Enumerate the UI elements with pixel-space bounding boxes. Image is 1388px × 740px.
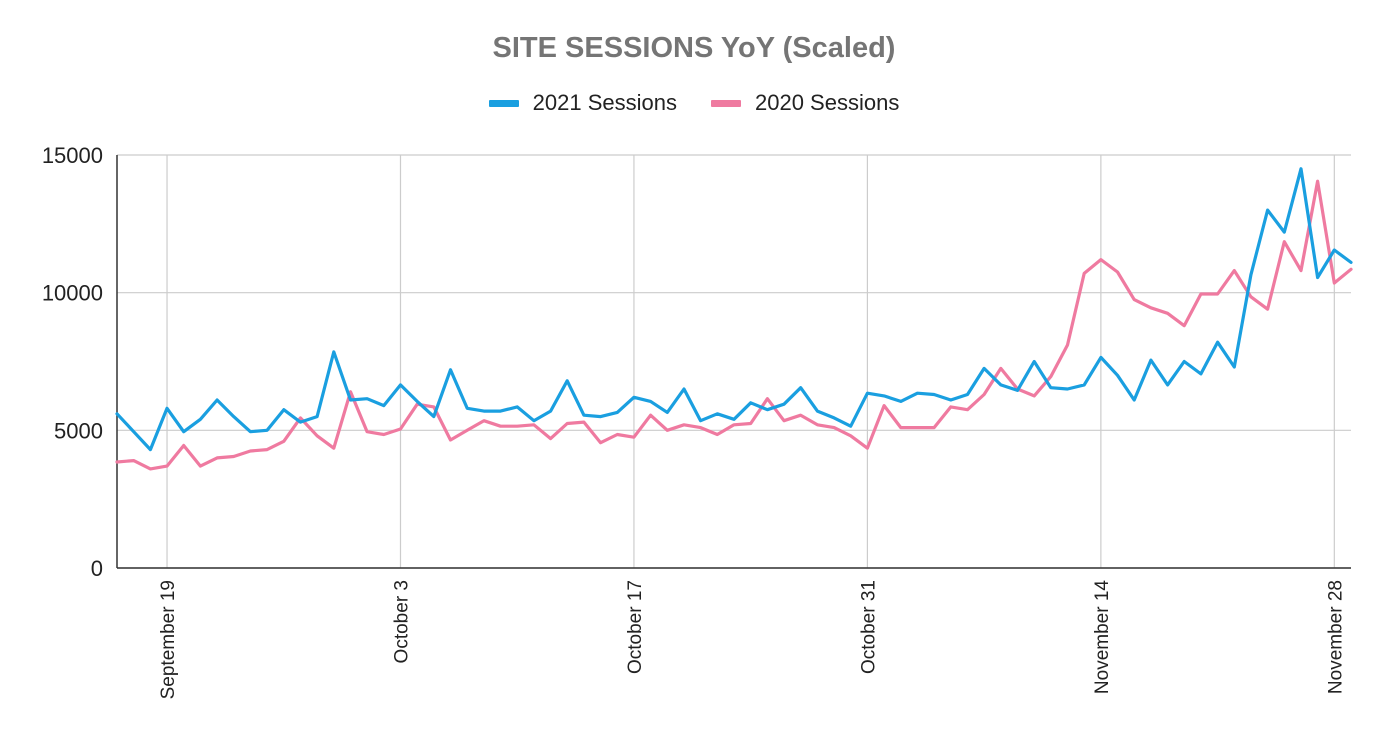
series-line-2021[interactable] <box>115 167 1353 452</box>
series-line-2020[interactable] <box>115 179 1353 471</box>
y-tick-label-15000: 15000 <box>42 143 103 168</box>
x-tick-label-4: November 14 <box>1092 580 1113 694</box>
legend-item-2021[interactable]: 2021 Sessions <box>488 90 677 116</box>
y-tick-label-5000: 5000 <box>54 418 103 443</box>
legend-swatch-2020 <box>711 99 741 107</box>
x-tick-label-0: September 19 <box>158 580 179 699</box>
legend-label-2021: 2021 Sessions <box>532 90 677 115</box>
chart-title: SITE SESSIONS YoY (Scaled) <box>492 32 896 64</box>
legend-swatch-2021 <box>488 99 519 107</box>
y-tick-label-0: 0 <box>91 556 103 581</box>
legend-label-2020: 2020 Sessions <box>755 90 900 115</box>
x-tick-label-5: November 28 <box>1325 580 1346 694</box>
x-tick-label-2: October 17 <box>625 580 646 674</box>
legend: 2021 Sessions 2020 Sessions <box>0 90 1388 116</box>
x-tick-label-3: October 31 <box>858 580 879 674</box>
y-tick-label-10000: 10000 <box>42 281 103 306</box>
legend-item-2020[interactable]: 2020 Sessions <box>711 90 899 116</box>
x-tick-label-1: October 3 <box>391 580 412 663</box>
